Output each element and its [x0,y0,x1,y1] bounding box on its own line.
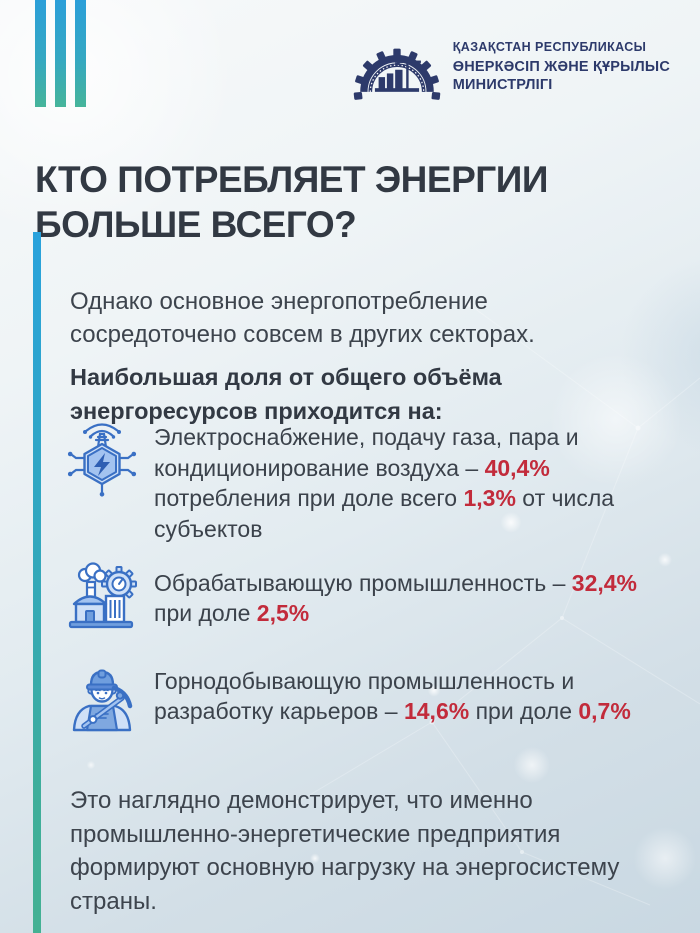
factory-icon [68,562,137,629]
list-item-text: Электроснабжение, подачу газа, пара и кон… [154,424,615,542]
list-item-manufacturing: Обрабатывающую промышленность – 32,4% при… [58,554,648,642]
list-item-mining: Горнодобывающую промышленность и разработ… [58,652,648,740]
list-item-electricity: Электроснабжение, подачу газа, пара и кон… [58,414,648,544]
intro-subhead: Наибольшая доля от общего объёма энергоре… [70,363,502,424]
ministry-country-label: ҚАЗАҚСТАН РЕСПУБЛИКАСЫ [452,40,647,54]
consumption-list: Электроснабжение, подачу газа, пара и кон… [58,414,648,740]
power-grid-icon [67,423,137,497]
accent-vertical-bar [33,232,41,933]
accent-stripe [55,0,66,107]
intro-paragraph: Однако основное энергопотребление сосредо… [70,288,535,348]
accent-stripe [35,0,46,107]
header-accent-stripes [35,0,86,107]
accent-stripe [75,0,86,107]
ministry-name: ҚАЗАҚСТАН РЕСПУБЛИКАСЫ ӨНЕРКӘСІП ЖӘНЕ ҚҰ… [453,40,670,94]
ministry-gear-icon [353,48,441,100]
list-item-text: Горнодобывающую промышленность и разработ… [154,667,631,725]
conclusion-paragraph: Это наглядно демонстрирует, что именно пр… [70,787,620,915]
page-title: КТО ПОТРЕБЛЯЕТ ЭНЕРГИИ БОЛЬШЕ ВСЕГО? [35,158,548,245]
list-item-text: Обрабатывающую промышленность – 32,4% при… [154,569,638,627]
miner-icon [72,669,133,732]
ministry-name-line: МИНИСТРЛІГІ [452,77,553,93]
ministry-name-line: ӨНЕРКӘСІП ЖӘНЕ ҚҰРЫЛЫС [452,59,670,75]
ministry-logo: ҚАЗАҚСТАН РЕСПУБЛИКАСЫ ӨНЕРКӘСІП ЖӘНЕ ҚҰ… [351,32,670,102]
